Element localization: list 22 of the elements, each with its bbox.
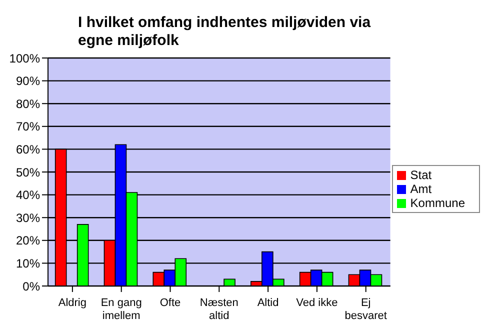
y-tick-label: 90% bbox=[16, 74, 40, 88]
y-tick-label: 60% bbox=[16, 142, 40, 156]
legend-label: Stat bbox=[410, 168, 432, 182]
y-tick-label: 30% bbox=[16, 210, 40, 225]
y-tick-label: 20% bbox=[16, 234, 40, 248]
y-tick-label: 70% bbox=[16, 120, 40, 134]
chart-title: I hvilket omfang indhentes miljøviden via egne miljøfolk bbox=[78, 13, 372, 51]
y-tick-label: 50% bbox=[16, 165, 40, 180]
legend-label: Kommune bbox=[410, 196, 465, 210]
y-tick-label: 100% bbox=[9, 51, 40, 66]
x-tick-label: Ofte bbox=[160, 297, 181, 309]
x-tick-label: Ved ikke bbox=[296, 297, 338, 309]
legend-label: Amt bbox=[410, 182, 432, 196]
y-tick-label: 80% bbox=[16, 96, 40, 111]
x-tick-label: Ej besvaret bbox=[344, 297, 387, 322]
x-tick-label: Altid bbox=[257, 297, 279, 309]
x-tick-label: Næsten altid bbox=[200, 297, 238, 322]
y-tick-label: 10% bbox=[16, 256, 40, 270]
y-tick-label: 0% bbox=[22, 279, 40, 294]
y-tick-label: 40% bbox=[16, 188, 40, 202]
x-tick-label: En gang imellem bbox=[100, 297, 142, 322]
x-tick-label: Aldrig bbox=[58, 297, 87, 309]
